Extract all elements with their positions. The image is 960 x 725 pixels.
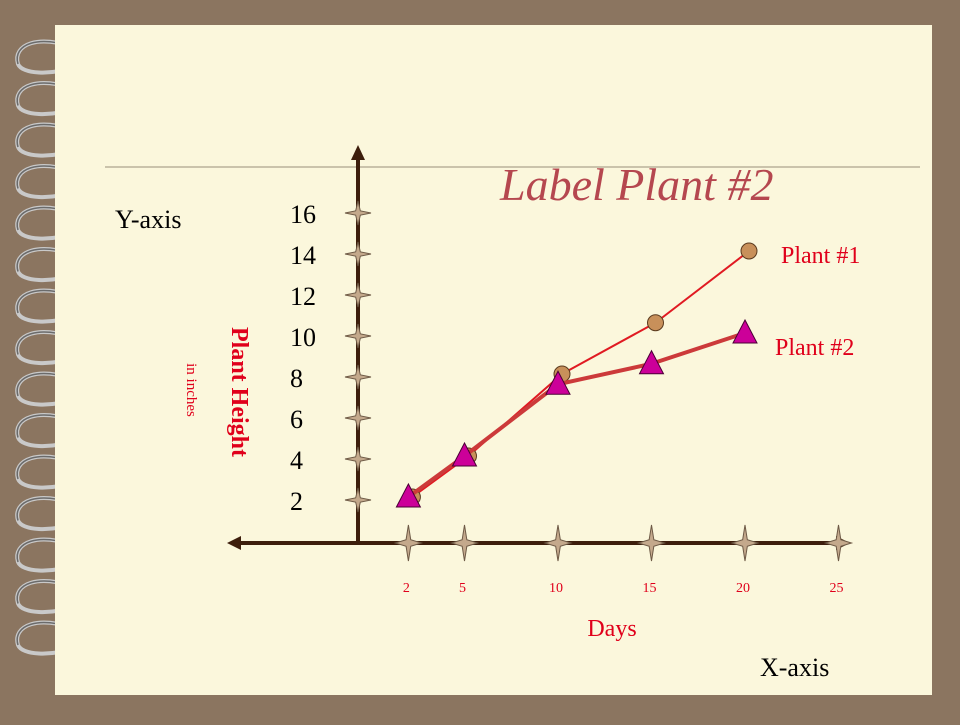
x-tick-mark: [730, 524, 760, 562]
y-tick-label: 4: [290, 446, 303, 475]
x-tick-mark: [823, 524, 854, 562]
notebook-page: [55, 25, 932, 695]
y-axis-label: Plant Height: [226, 327, 252, 457]
y-tick-label: 16: [290, 200, 316, 229]
data-point-triangle: [545, 370, 571, 395]
y-tick-label: 6: [290, 405, 303, 434]
data-point-circle: [740, 242, 758, 260]
y-tick-label: 14: [290, 241, 316, 270]
x-tick-label: 25: [830, 581, 844, 596]
y-tick-mark: [344, 323, 372, 349]
data-point-triangle: [395, 482, 422, 508]
y-tick-label: 2: [290, 487, 303, 516]
y-tick-mark: [344, 364, 372, 390]
y-tick-label: 12: [290, 282, 316, 311]
x-tick-mark: [449, 524, 480, 562]
series-label: Plant #1: [781, 243, 860, 269]
x-tick-mark: [636, 524, 667, 562]
x-tick-label: 5: [459, 581, 466, 596]
y-tick-mark: [344, 446, 372, 472]
x-axis-arrowhead-left: [227, 536, 241, 550]
slide-title: Label Plant #2: [499, 159, 773, 210]
x-tick-label: 2: [403, 581, 410, 596]
x-axis-label: Days: [587, 616, 636, 642]
y-tick-mark: [344, 405, 372, 431]
y-axis-units-note: in inches: [183, 363, 199, 417]
x-axis-caption: X-axis: [760, 653, 829, 682]
legend: Plant #1 Plant #2: [775, 243, 860, 361]
y-tick-label: 8: [290, 364, 303, 393]
y-axis-caption: Y-axis: [115, 205, 181, 234]
y-tick-mark: [344, 200, 372, 226]
x-tick-mark: [543, 524, 573, 562]
y-axis-arrowhead: [351, 145, 365, 160]
x-tick-mark: [393, 524, 424, 562]
y-tick-mark: [344, 282, 372, 308]
data-point-triangle: [638, 349, 665, 375]
data-point-triangle: [451, 441, 478, 467]
series-label: Plant #2: [775, 335, 854, 361]
series-line: [407, 331, 746, 499]
x-tick-label: 10: [549, 581, 563, 596]
y-tick-mark: [344, 487, 372, 513]
series-2: [395, 318, 758, 508]
x-tick-label: 20: [736, 581, 750, 596]
x-tick-label: 15: [643, 581, 657, 596]
data-point-triangle: [732, 318, 758, 344]
y-tick-mark: [344, 241, 372, 267]
data-point-circle: [647, 314, 664, 332]
y-tick-label: 10: [290, 323, 316, 352]
series-layer: [395, 242, 758, 508]
